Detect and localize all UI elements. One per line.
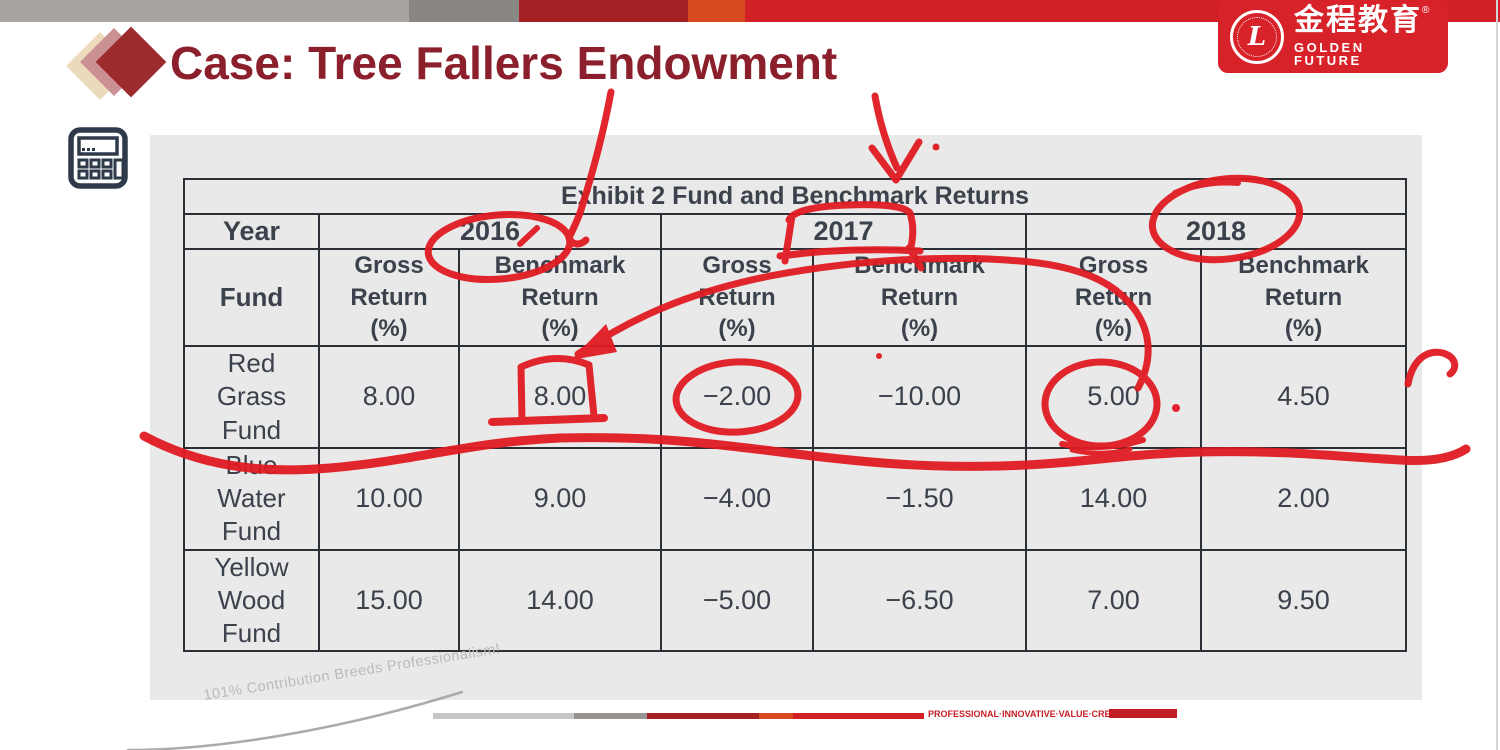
fund-name: Blue Water Fund	[183, 446, 320, 551]
fund-benchmark-returns-table: Exhibit 2 Fund and Benchmark Returns Yea…	[182, 178, 1408, 653]
seal-letter: L	[1247, 21, 1267, 52]
gross-return-header-2017: Gross Return (%)	[660, 247, 814, 348]
cell-value: −1.50	[812, 446, 1027, 551]
cell-value: −6.50	[812, 548, 1027, 653]
calculator-icon	[68, 127, 128, 189]
slide-title: Case: Tree Fallers Endowment	[170, 37, 838, 89]
benchmark-return-header-2016: Benchmark Return (%)	[458, 247, 662, 348]
bar-segment-orange	[688, 0, 745, 22]
cell-value: 5.00	[1025, 345, 1202, 449]
footer-red-block	[1109, 709, 1177, 718]
cell-value: −5.00	[660, 548, 814, 653]
bar-segment-gray	[409, 0, 519, 22]
screen-right-edge-line	[1496, 0, 1498, 750]
footer-tagline: PROFESSIONAL·INNOVATIVE·VALUE·CREATING	[928, 709, 1138, 719]
cell-value: 2.00	[1199, 446, 1408, 551]
logo-seal-icon: L	[1230, 9, 1284, 64]
fund-column-header: Fund	[183, 247, 320, 348]
benchmark-return-header-2018: Benchmark Return (%)	[1199, 247, 1408, 348]
cell-value: 7.00	[1025, 548, 1202, 653]
cell-value: 9.00	[458, 446, 662, 551]
cell-value: 10.00	[318, 446, 460, 551]
year-2017: 2017	[660, 213, 1027, 250]
cell-value: 15.00	[318, 548, 460, 653]
exhibit-title: Exhibit 2 Fund and Benchmark Returns	[182, 178, 1408, 215]
year-label: Year	[183, 213, 320, 250]
logo-english-name: GOLDEN FUTURE	[1294, 40, 1365, 68]
cell-value: −10.00	[812, 345, 1027, 449]
bar-segment-darkred	[519, 0, 688, 22]
cell-value: 14.00	[1025, 446, 1202, 551]
cell-value: −2.00	[660, 345, 814, 449]
fund-name: Red Grass Fund	[183, 345, 320, 449]
footer-segment-orange	[759, 713, 793, 719]
fund-name: Yellow Wood Fund	[183, 548, 320, 653]
cell-value: −4.00	[660, 446, 814, 551]
footer-segment-lightgray	[433, 713, 574, 719]
gross-return-header-2016: Gross Return (%)	[318, 247, 460, 348]
cell-value: 9.50	[1199, 548, 1408, 653]
cell-value: 8.00	[318, 345, 460, 449]
table-row-red-grass-fund: Red Grass Fund 8.00 8.00 −2.00 −10.00 5.00…	[183, 345, 1408, 449]
bar-segment-lightgray	[0, 0, 409, 22]
golden-future-logo: L 金程教育® GOLDEN FUTURE	[1218, 0, 1448, 73]
registered-mark: ®	[1422, 5, 1430, 16]
table-row-yellow-wood-fund: Yellow Wood Fund 15.00 14.00 −5.00 −6.50 7…	[183, 548, 1408, 653]
cell-value: 8.00	[458, 345, 662, 449]
footer-segment-red	[793, 713, 924, 719]
top-color-bar	[0, 0, 1500, 22]
benchmark-return-header-2017: Benchmark Return (%)	[812, 247, 1027, 348]
footer-segment-darkred	[647, 713, 759, 719]
cell-value: 4.50	[1199, 345, 1408, 449]
logo-chinese-name: 金程教育	[1294, 4, 1422, 37]
year-2016: 2016	[318, 213, 662, 250]
footer-segment-gray	[574, 713, 647, 719]
cell-value: 14.00	[458, 548, 662, 653]
year-2018: 2018	[1024, 213, 1408, 250]
table-row-blue-water-fund: Blue Water Fund 10.00 9.00 −4.00 −1.50 14.…	[183, 446, 1408, 551]
gross-return-header-2018: Gross Return (%)	[1025, 247, 1202, 348]
footer-progress-bar	[433, 713, 924, 719]
